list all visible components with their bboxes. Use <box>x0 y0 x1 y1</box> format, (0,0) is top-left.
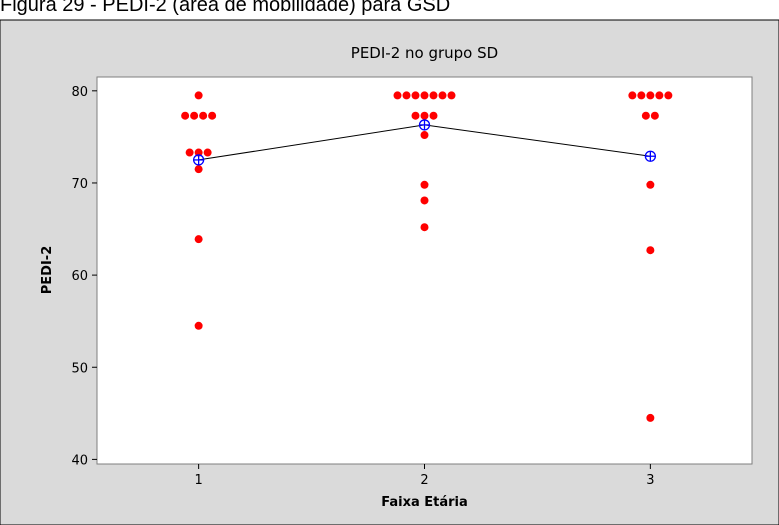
data-point <box>411 91 420 100</box>
data-point <box>641 111 650 120</box>
data-point <box>646 180 655 189</box>
mean-symbol <box>192 154 205 166</box>
y-tick-label: 70 <box>71 177 88 192</box>
data-point <box>181 111 190 120</box>
data-point <box>203 148 212 157</box>
data-point <box>185 148 194 157</box>
data-point <box>208 111 217 120</box>
data-point <box>429 111 438 120</box>
data-point <box>420 196 429 205</box>
data-point <box>646 91 655 100</box>
data-point <box>420 91 429 100</box>
mean-symbols <box>192 119 657 166</box>
mean-symbol <box>644 150 657 162</box>
x-tick-label: 1 <box>194 473 202 488</box>
x-tick-label: 2 <box>420 473 428 488</box>
data-point <box>646 246 655 255</box>
data-point <box>420 180 429 189</box>
data-point <box>438 91 447 100</box>
plot-area <box>96 76 753 465</box>
x-axis-label: Faixa Etária <box>381 495 468 510</box>
data-point <box>429 91 438 100</box>
data-point <box>194 91 203 100</box>
x-axis: 1 2 3 <box>194 464 655 488</box>
data-point <box>420 131 429 140</box>
data-point <box>402 91 411 100</box>
y-axis-label: PEDI-2 <box>40 246 55 294</box>
data-point <box>447 91 456 100</box>
data-point <box>190 111 199 120</box>
y-tick-label: 80 <box>71 85 88 100</box>
data-point <box>628 91 637 100</box>
data-point <box>194 165 203 174</box>
y-tick-label: 50 <box>71 361 88 376</box>
y-axis: 40 50 60 70 80 <box>71 85 97 468</box>
data-point <box>194 235 203 244</box>
data-point <box>637 91 646 100</box>
x-tick-label: 3 <box>646 473 654 488</box>
data-point <box>199 111 208 120</box>
data-point <box>650 111 659 120</box>
data-point <box>420 223 429 232</box>
data-point <box>646 413 655 422</box>
y-tick-label: 40 <box>71 453 88 468</box>
data-point <box>664 91 673 100</box>
data-point <box>194 321 203 330</box>
data-point <box>420 111 429 120</box>
y-tick-label: 60 <box>71 269 88 284</box>
data-point <box>194 148 203 157</box>
data-point <box>411 111 420 120</box>
data-points <box>181 91 673 422</box>
mean-symbol <box>418 119 431 131</box>
data-point <box>655 91 664 100</box>
chart-title: PEDI-2 no grupo SD <box>351 44 498 62</box>
figure-caption: Figura 29 - PEDI-2 (área de mobilidade) … <box>0 0 451 16</box>
data-point <box>393 91 402 100</box>
